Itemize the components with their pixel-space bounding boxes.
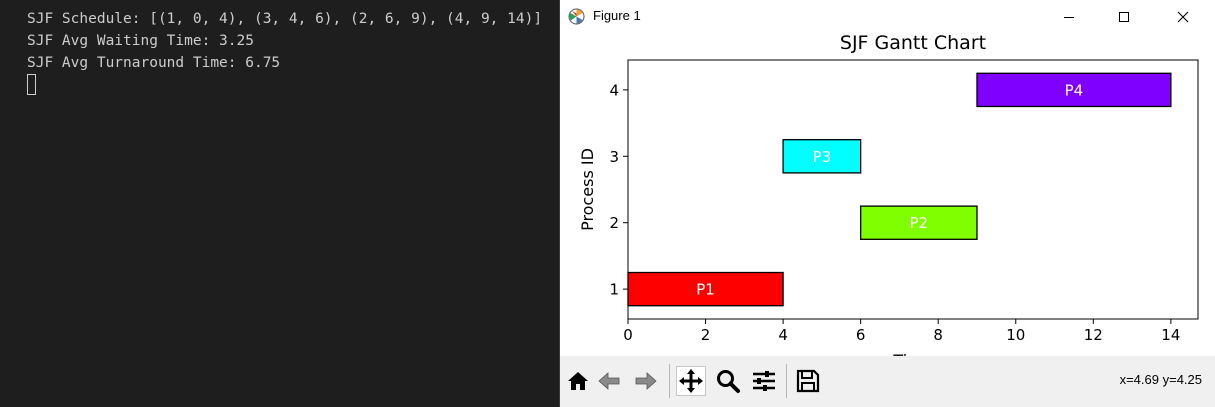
zoom-button[interactable] xyxy=(713,366,743,396)
minimize-icon xyxy=(1064,16,1074,18)
cursor-coordinates: x=4.69 y=4.25 xyxy=(1119,372,1202,387)
x-tick-label: 12 xyxy=(1084,326,1103,344)
x-tick-label: 0 xyxy=(623,326,633,344)
configure-subplots-icon xyxy=(753,371,775,391)
chart-title: SJF Gantt Chart xyxy=(840,32,986,54)
gantt-bar-p4 xyxy=(976,72,1172,108)
gantt-bar-p1 xyxy=(627,271,784,307)
terminal-line-schedule: SJF Schedule: [(1, 0, 4), (3, 4, 6), (2,… xyxy=(27,11,543,27)
configure-subplots-button[interactable] xyxy=(749,366,779,396)
y-tick-label: 1 xyxy=(609,281,619,299)
terminal-panel[interactable]: SJF Schedule: [(1, 0, 4), (3, 4, 6), (2,… xyxy=(0,0,559,407)
x-tick-label: 6 xyxy=(856,326,866,344)
bar-label-p4: P4 xyxy=(1065,81,1084,99)
figure-window[interactable]: Figure 1 SJF Gantt Chart P1 P2 P3 P4 0 2 4 6 8 10 1… xyxy=(559,0,1215,407)
save-button[interactable] xyxy=(793,366,823,396)
gantt-bar-p3 xyxy=(782,139,862,174)
x-tick-label: 8 xyxy=(933,326,943,344)
pan-icon xyxy=(679,369,703,393)
window-titlebar[interactable]: Figure 1 xyxy=(560,0,1215,33)
home-icon xyxy=(568,372,588,390)
x-tick-label: 14 xyxy=(1161,326,1180,344)
x-tick-label: 4 xyxy=(778,326,788,344)
pan-button[interactable] xyxy=(676,366,706,396)
bar-label-p1: P1 xyxy=(696,281,715,299)
y-axis-label: Process ID xyxy=(578,148,597,231)
forward-button[interactable] xyxy=(631,366,661,396)
navigation-toolbar: x=4.69 y=4.25 xyxy=(560,356,1215,407)
window-title: Figure 1 xyxy=(593,8,641,23)
home-button[interactable] xyxy=(563,366,593,396)
maximize-button[interactable] xyxy=(1101,0,1147,33)
bar-label-p3: P3 xyxy=(813,148,832,166)
back-button[interactable] xyxy=(594,366,624,396)
x-axis-label: Time xyxy=(892,351,932,356)
terminal-prompt-line xyxy=(27,74,559,98)
forward-icon xyxy=(635,372,657,390)
gantt-bar-p2 xyxy=(860,205,978,240)
y-tick-label: 2 xyxy=(609,214,619,232)
matplotlib-logo-icon xyxy=(568,8,585,25)
minimize-button[interactable] xyxy=(1046,0,1092,33)
close-icon xyxy=(1177,11,1189,22)
y-tick-label: 4 xyxy=(609,81,619,99)
toolbar-separator xyxy=(786,364,787,398)
close-button[interactable] xyxy=(1160,0,1206,33)
back-icon xyxy=(598,372,620,390)
bar-label-p2: P2 xyxy=(910,214,929,232)
y-tick-label: 3 xyxy=(609,148,619,166)
x-tick-label: 10 xyxy=(1006,326,1025,344)
terminal-line-avg-turnaround: SJF Avg Turnaround Time: 6.75 xyxy=(27,55,281,71)
zoom-icon xyxy=(717,370,740,393)
axes-frame xyxy=(627,59,1199,320)
terminal-line-avg-waiting: SJF Avg Waiting Time: 3.25 xyxy=(27,33,254,49)
toolbar-separator xyxy=(669,364,670,398)
x-tick-label: 2 xyxy=(701,326,711,344)
terminal-cursor xyxy=(27,74,36,95)
maximize-icon xyxy=(1119,11,1129,22)
save-icon xyxy=(796,369,820,393)
